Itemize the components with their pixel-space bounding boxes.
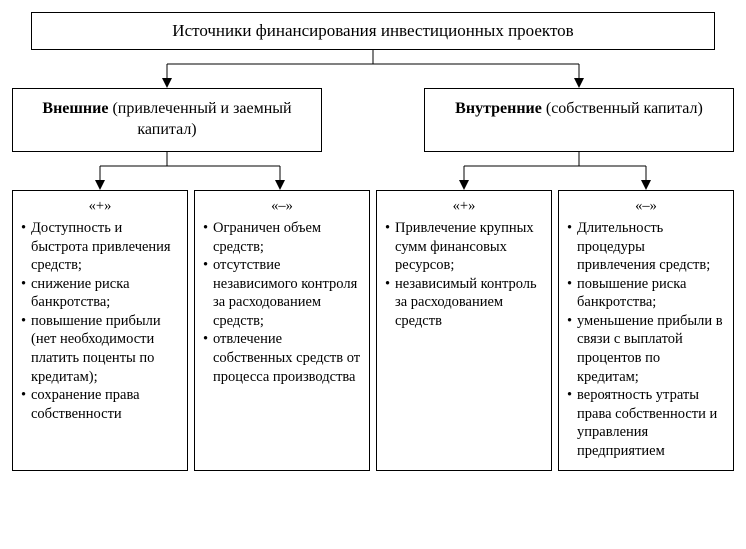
leaf-row: «+» Доступность и быстрота привлечения с… (12, 190, 734, 472)
bullet-item: отвлечение собственных средств от процес… (203, 330, 361, 386)
bullet-item: вероятность утраты права собственности и… (567, 386, 725, 460)
bullet-list: Привлечение крупных сумм финансовых ресу… (385, 219, 543, 330)
category-external: Внешние (привлеченный и заемный капитал) (12, 88, 322, 152)
bullet-list: Доступность и быстрота привлечения средс… (21, 219, 179, 423)
bullet-item: Ограничен объем средств; (203, 219, 361, 256)
leaf-header: «–» (567, 197, 725, 216)
leaf-header: «+» (385, 197, 543, 216)
leaf-internal-minus: «–» Длительность процедуры привлечения с… (558, 190, 734, 472)
category-internal: Внутренние (собственный капитал) (424, 88, 734, 152)
bullet-item: повышение прибыли (нет необходимости пла… (21, 312, 179, 386)
leaf-external-minus: «–» Ограничен объем средств; отсутствие … (194, 190, 370, 472)
bullet-item: Привлечение крупных сумм финансовых ресу… (385, 219, 543, 275)
category-row: Внешние (привлеченный и заемный капитал)… (12, 88, 734, 152)
category-internal-rest: (собственный капитал) (542, 100, 703, 117)
bullet-item: повышение риска банкротства; (567, 275, 725, 312)
leaf-external-plus: «+» Доступность и быстрота привлечения с… (12, 190, 188, 472)
root-title-box: Источники финансирования инвестиционных … (31, 12, 715, 50)
leaf-header: «+» (21, 197, 179, 216)
connector-level1 (12, 50, 734, 88)
leaf-internal-plus: «+» Привлечение крупных сумм финансовых … (376, 190, 552, 472)
bullet-item: отсутствие независимого контроля за расх… (203, 256, 361, 330)
category-external-rest: (привлеченный и заемный капитал) (108, 100, 291, 138)
bullet-item: уменьшение прибыли в связи с выплатой пр… (567, 312, 725, 386)
bullet-list: Длительность процедуры привлечения средс… (567, 219, 725, 460)
bullet-list: Ограничен объем средств; отсутствие неза… (203, 219, 361, 386)
bullet-item: независимый контроль за расходованием ср… (385, 275, 543, 331)
bullet-item: снижение риска банкротства; (21, 275, 179, 312)
category-external-bold: Внешние (42, 100, 108, 117)
category-internal-bold: Внутренние (455, 100, 542, 117)
bullet-item: Длительность процедуры привлечения средс… (567, 219, 725, 275)
bullet-item: сохранение права собственности (21, 386, 179, 423)
leaf-header: «–» (203, 197, 361, 216)
bullet-item: Доступность и быстрота привлечения средс… (21, 219, 179, 275)
root-title: Источники финансирования инвестиционных … (172, 21, 573, 40)
connector-level2 (12, 152, 734, 190)
